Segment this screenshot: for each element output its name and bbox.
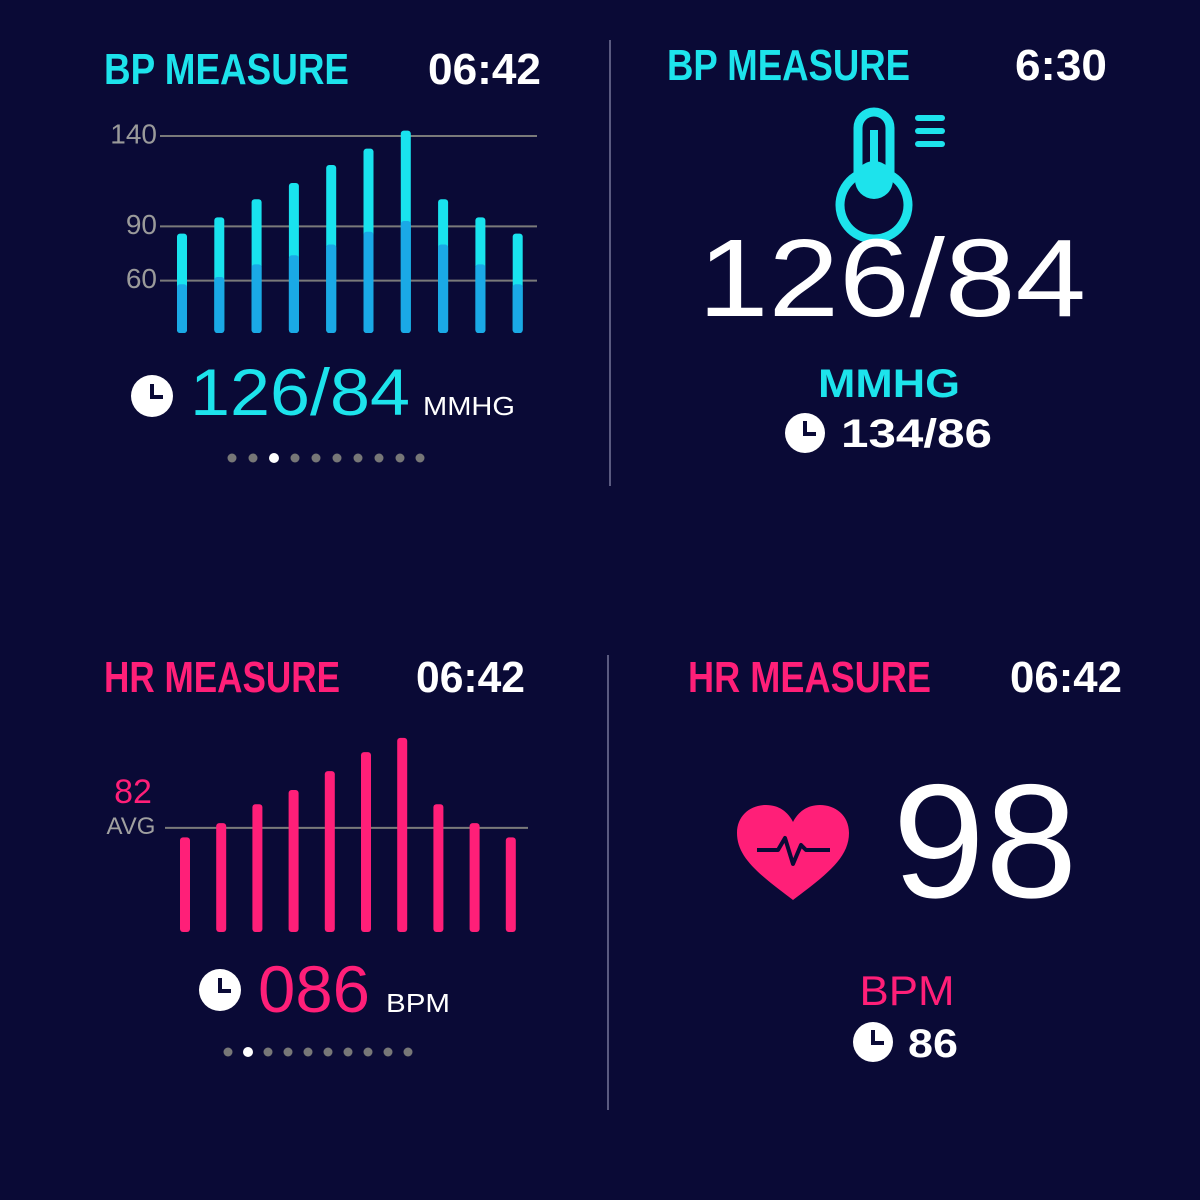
unit: MMHG: [423, 391, 515, 421]
time: 06:42: [1010, 653, 1122, 702]
clock-icon: [785, 413, 825, 453]
bar: [469, 823, 480, 932]
panel-title: HR MEASURE: [688, 653, 931, 702]
time: 6:30: [1015, 41, 1107, 90]
panel-title: BP MEASURE: [104, 45, 349, 94]
unit: MMHG: [818, 362, 960, 406]
bar: [400, 220, 411, 333]
thermometer-icon: [835, 107, 945, 244]
bar: [177, 284, 187, 333]
time: 06:42: [428, 45, 541, 94]
bar: [252, 804, 263, 932]
panel-title: HR MEASURE: [104, 653, 340, 702]
y-tick-label: 60: [126, 263, 157, 294]
y-tick-label: 90: [126, 209, 157, 240]
unit: BPM: [860, 967, 955, 1014]
y-tick-label: 82: [114, 773, 152, 811]
bar: [505, 837, 516, 932]
bar: [288, 255, 299, 333]
last-reading: 134/86: [841, 412, 992, 456]
bar: [433, 804, 444, 932]
heart-icon: [737, 805, 849, 900]
panel-title: BP MEASURE: [667, 41, 910, 90]
bar: [397, 737, 408, 932]
bar: [363, 231, 374, 333]
page-dots: [223, 1047, 413, 1057]
bar: [216, 823, 227, 932]
unit: BPM: [386, 988, 450, 1018]
time: 06:42: [416, 653, 525, 702]
bar: [438, 244, 449, 333]
reading: 98: [893, 751, 1078, 932]
bar: [512, 284, 523, 333]
bar: [475, 264, 486, 333]
bar: [251, 264, 262, 333]
avg-label: AVG: [107, 813, 156, 840]
reading: 126/84: [698, 217, 1086, 340]
bar: [326, 244, 337, 333]
clock-icon: [131, 375, 173, 417]
bar: [214, 276, 225, 333]
clock-icon: [853, 1022, 893, 1062]
bar: [361, 752, 371, 932]
bar: [180, 837, 190, 932]
clock-icon: [199, 969, 241, 1011]
page-dots: [227, 453, 425, 463]
bar: [324, 771, 335, 932]
bar: [288, 790, 299, 932]
y-tick-label: 140: [110, 118, 157, 149]
reading: 086: [258, 952, 370, 1026]
reading: 126/84: [190, 355, 410, 429]
last-reading: 86: [908, 1022, 958, 1066]
